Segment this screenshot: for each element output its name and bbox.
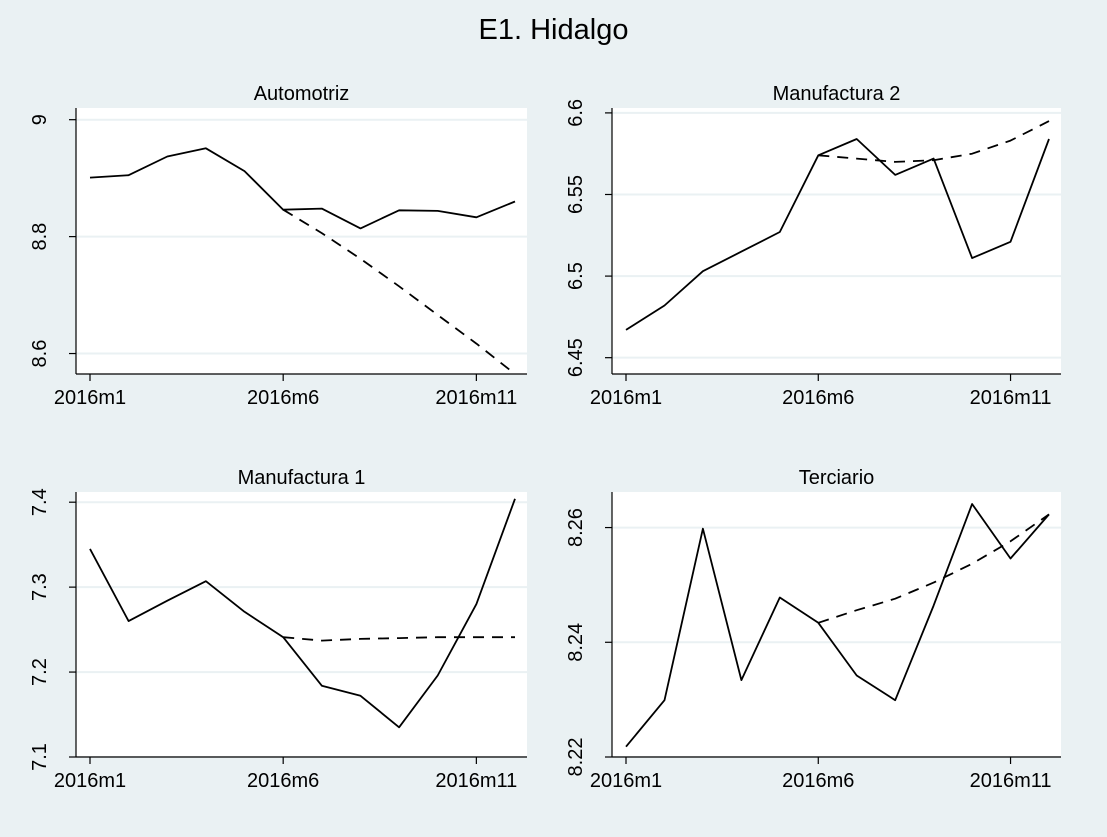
panel-manufactura-1-ytick-label-0: 7.1 bbox=[29, 743, 51, 771]
panel-manufactura-2-ytick-label-1: 6.5 bbox=[565, 262, 587, 290]
panel-terciario-ytick-label-1: 8.24 bbox=[565, 623, 587, 662]
panel-manufactura-2-xtick-label-2: 2016m11 bbox=[970, 387, 1052, 409]
panel-manufactura-2-ytick-label-0: 6.45 bbox=[565, 338, 587, 377]
panel-automotriz-title: Automotriz bbox=[254, 83, 350, 105]
panel-manufactura-1-ytick-label-3: 7.4 bbox=[29, 488, 51, 516]
panel-manufactura-2: 6.45 6.5 6.55 6.6 2016m1 2016m6 2016m11 Manufac… bbox=[565, 83, 1061, 409]
panel-terciario-plot-area bbox=[612, 492, 1061, 757]
panel-terciario-series-solid-line bbox=[625, 503, 1050, 748]
panel-automotriz-ytick-label-2: 9 bbox=[29, 114, 51, 125]
panel-automotriz-xtick-label-1: 2016m6 bbox=[247, 387, 319, 409]
panel-terciario-title: Terciario bbox=[799, 467, 875, 489]
panel-terciario-series-dashed-line bbox=[818, 513, 1050, 624]
panel-manufactura-2-plot-area bbox=[612, 108, 1061, 374]
panel-manufactura-2-series-dashed-line bbox=[818, 120, 1050, 163]
panel-terciario-xtick-label-1: 2016m6 bbox=[782, 770, 854, 792]
panel-manufactura-2-ytick-label-2: 6.55 bbox=[565, 175, 587, 214]
panel-manufactura-1: 7.1 7.2 7.3 7.4 2016m1 2016m6 2016m11 Manufactu… bbox=[29, 467, 527, 792]
panel-manufactura-2-xtick-label-0: 2016m1 bbox=[590, 387, 662, 409]
panel-terciario-xtick-label-2: 2016m11 bbox=[970, 770, 1052, 792]
panel-automotriz-series-dashed-line bbox=[282, 208, 516, 375]
panel-terciario-ytick-label-2: 8.26 bbox=[565, 508, 587, 547]
panel-terciario-ytick-label-0: 8.22 bbox=[565, 738, 587, 777]
panel-manufactura-1-ytick-label-1: 7.2 bbox=[29, 658, 51, 686]
panel-manufactura-1-ytick-label-2: 7.3 bbox=[29, 573, 51, 601]
panel-automotriz-ytick-label-1: 8.8 bbox=[29, 223, 51, 251]
panel-manufactura-1-series-dashed-line bbox=[283, 636, 515, 642]
figure-title: E1. Hidalgo bbox=[478, 14, 629, 46]
panel-automotriz: 8.6 8.8 9 2016m1 2016m6 2016m11 Automotriz bbox=[29, 83, 527, 409]
panel-automotriz-xtick-label-0: 2016m1 bbox=[54, 387, 126, 409]
panel-manufactura-1-xtick-label-2: 2016m11 bbox=[435, 770, 517, 792]
panel-manufactura-2-series-solid-line bbox=[625, 138, 1050, 331]
panel-terciario: 8.22 8.24 8.26 2016m1 2016m6 2016m11 Terciario bbox=[565, 467, 1061, 792]
panel-manufactura-2-ytick-label-3: 6.6 bbox=[565, 99, 587, 127]
panel-automotriz-ytick-label-0: 8.6 bbox=[29, 340, 51, 368]
panel-automotriz-xtick-label-2: 2016m11 bbox=[435, 387, 517, 409]
panel-manufactura-1-series-solid-line bbox=[89, 498, 516, 729]
panel-manufactura-1-title: Manufactura 1 bbox=[238, 467, 366, 489]
panel-manufactura-1-xtick-label-1: 2016m6 bbox=[247, 770, 319, 792]
panel-automotriz-plot-area bbox=[76, 108, 527, 374]
panel-manufactura-1-plot-area bbox=[76, 492, 527, 757]
panel-manufactura-1-xtick-label-0: 2016m1 bbox=[54, 770, 126, 792]
panel-manufactura-2-title: Manufactura 2 bbox=[773, 83, 901, 105]
panel-terciario-xtick-label-0: 2016m1 bbox=[590, 770, 662, 792]
panel-manufactura-2-xtick-label-1: 2016m6 bbox=[782, 387, 854, 409]
panel-automotriz-series-solid-line bbox=[89, 147, 516, 230]
